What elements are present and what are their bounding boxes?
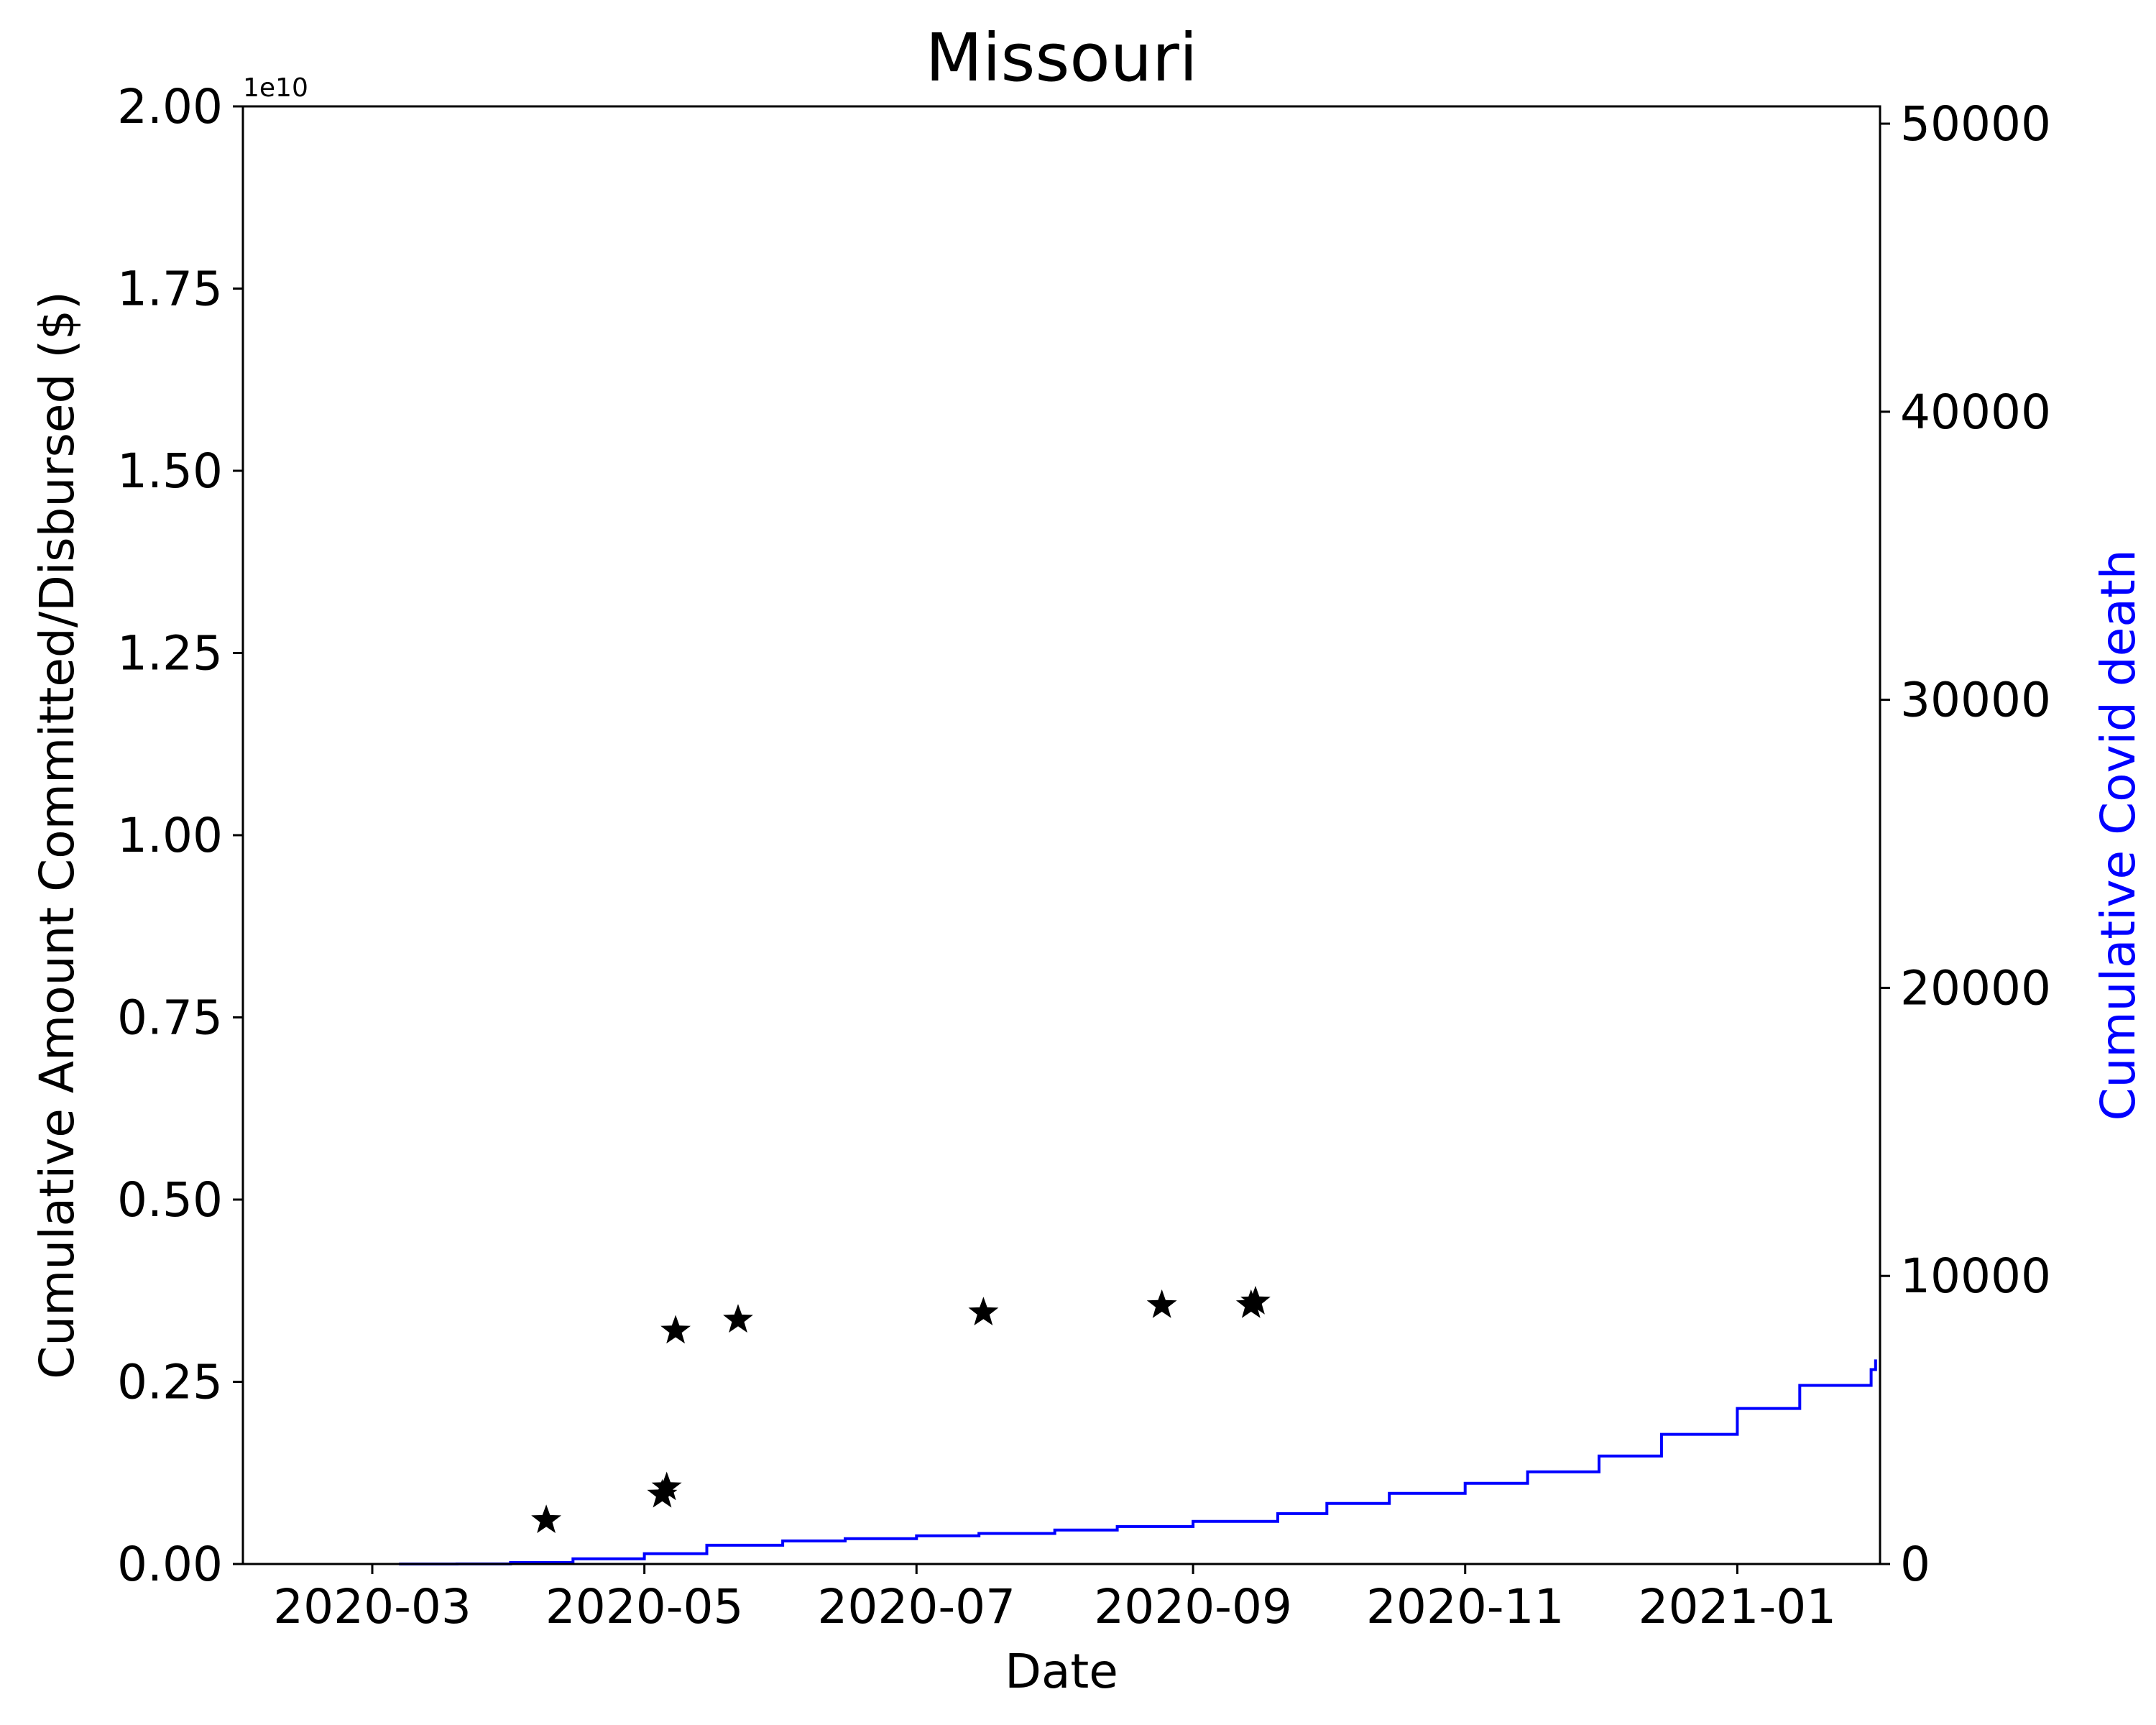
x-tick-label: 2020-11 [1366,1579,1565,1634]
right-y-tick-label: 10000 [1900,1248,2051,1304]
left-y-tick-label: 1.50 [117,443,223,499]
x-tick-label: 2020-09 [1094,1579,1292,1634]
right-y-tick-label: 40000 [1900,385,2051,440]
left-y-tick-label: 1.00 [117,808,223,863]
left-y-axis-ticks: 0.00 0.25 0.50 0.75 1.00 1.25 1.50 1.75 2.00 [117,79,243,1592]
right-y-axis-ticks: 0 10000 20000 30000 40000 50000 [1880,96,2051,1592]
x-axis-ticks: 2020-03 2020-05 2020-07 2020-09 2020-11 2021-… [273,1564,1836,1634]
left-y-tick-label: 2.00 [117,79,223,134]
left-y-tick-label: 0.00 [117,1537,223,1592]
amount-star-marker [1146,1289,1177,1318]
amount-star-marker [1240,1286,1271,1315]
x-axis-label: Date [1005,1644,1118,1699]
amount-star-marker [651,1471,682,1501]
x-tick-label: 2020-07 [817,1579,1015,1634]
plot-frame [241,105,1881,1565]
amount-star-marker [531,1504,561,1533]
x-tick-label: 2021-01 [1638,1579,1836,1634]
left-y-tick-label: 0.75 [117,990,223,1046]
deaths-line [399,1359,1877,1565]
left-y-axis-label: Cumulative Amount Committed/Disbursed ($… [29,291,85,1379]
left-y-tick-label: 1.75 [117,262,223,317]
left-y-tick-label: 1.25 [117,626,223,681]
right-y-tick-label: 30000 [1900,673,2051,728]
x-tick-label: 2020-03 [273,1579,471,1634]
chart-title: Missouri [926,19,1198,96]
left-y-tick-label: 0.50 [117,1172,223,1228]
left-y-tick-label: 0.25 [117,1355,223,1410]
amount-star-marker [660,1315,691,1344]
right-y-axis-label: Cumulative Covid death [2091,549,2146,1121]
right-y-tick-label: 0 [1900,1537,1930,1592]
right-y-tick-label: 20000 [1900,960,2051,1016]
left-axis-offset-text: 1e10 [243,73,308,103]
right-y-tick-label: 50000 [1900,96,2051,152]
amount-star-marker [968,1297,999,1325]
plot-series [399,1286,1877,1565]
amount-star-marker [723,1304,753,1333]
x-tick-label: 2020-05 [545,1579,744,1634]
